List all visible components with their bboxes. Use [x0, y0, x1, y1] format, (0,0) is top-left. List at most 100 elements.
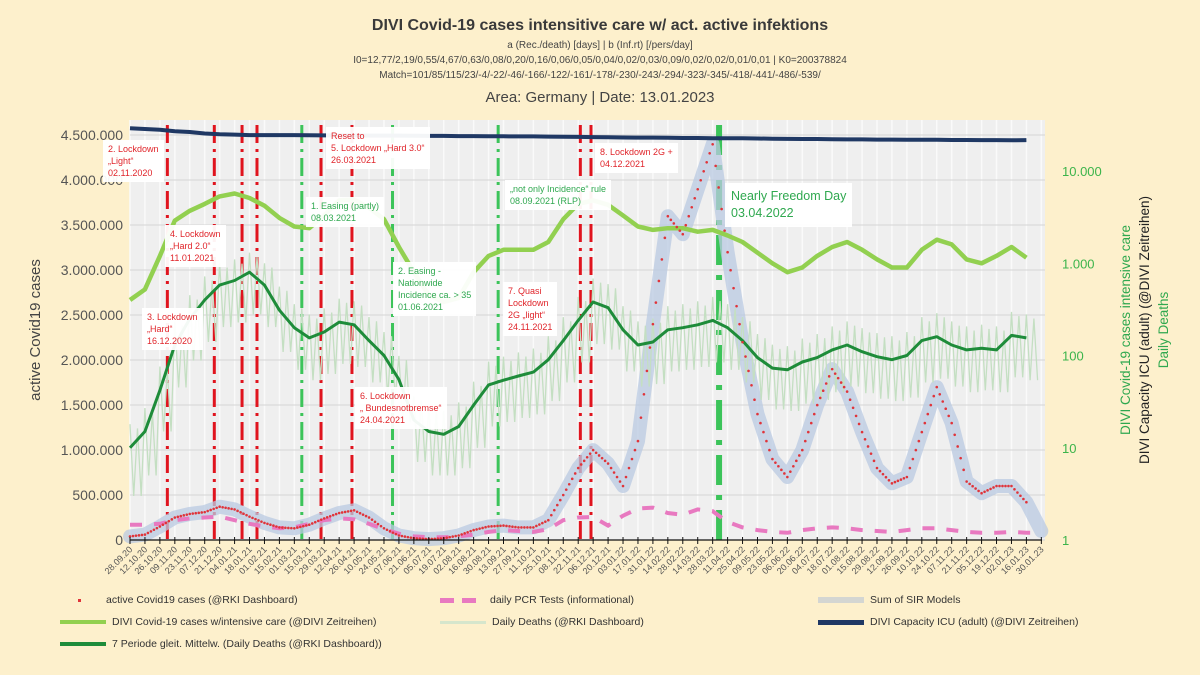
active-cases-dot [293, 527, 296, 530]
active-cases-dot [666, 214, 670, 218]
active-cases-dot [609, 466, 613, 470]
y-tick-label-left: 2.500.000 [61, 307, 123, 323]
active-cases-dot [923, 421, 927, 425]
active-cases-dot [263, 521, 266, 525]
active-cases-dot [158, 525, 162, 528]
active-cases-dot [962, 468, 965, 472]
legend-item-icu-cases: DIVI Covid-19 cases w/intensive care (@D… [60, 616, 377, 628]
event-annotation-line: 16.12.2020 [147, 336, 193, 346]
active-cases-dot [660, 258, 664, 261]
event-annotation: 6. Lockdown „ Bundesnotbremse“ 24.04.2021 [355, 387, 447, 429]
active-cases-dot [394, 532, 398, 536]
y-axis-right-title-2: DIVI Capacity ICU (adult) (@DIVI Zeitrei… [1137, 196, 1152, 464]
active-cases-dot [1016, 491, 1019, 494]
active-cases-dot [845, 390, 849, 393]
y-tick-label-left: 3.000.000 [61, 262, 123, 278]
event-annotation-line: 2G „light“ [508, 310, 546, 320]
active-cases-dot [998, 484, 1001, 488]
active-cases-dot [642, 393, 646, 396]
active-cases-dot [406, 535, 410, 539]
active-cases-dot [624, 475, 628, 479]
active-cases-dot [173, 516, 177, 519]
active-cases-dot [517, 526, 520, 529]
active-cases-dot [1004, 484, 1007, 488]
active-cases-dot [932, 394, 936, 398]
event-annotation: 4. Lockdown „Hard 2.0“ 11.01.2021 [165, 225, 226, 267]
active-cases-dot [908, 466, 912, 470]
active-cases-dot [541, 521, 544, 525]
active-cases-dot [615, 475, 619, 479]
active-cases-dot [254, 517, 257, 521]
active-cases-dot [1001, 484, 1004, 488]
active-cases-dot [433, 537, 437, 541]
active-cases-dot [798, 454, 801, 457]
active-cases-dot [842, 385, 846, 389]
active-cases-dot [391, 531, 395, 534]
active-cases-dot [789, 470, 792, 473]
active-cases-dot [508, 525, 511, 528]
active-cases-dot [481, 526, 484, 530]
active-cases-dot [645, 369, 649, 373]
event-annotation-line: „Light“ [108, 156, 134, 166]
active-cases-dot [786, 475, 789, 479]
active-cases-dot [334, 512, 338, 516]
legend-marker-line [818, 619, 864, 625]
active-cases-dot [872, 459, 876, 463]
active-cases-dot [869, 452, 873, 455]
active-cases-dot [929, 403, 933, 407]
legend-label: DIVI Covid-19 cases w/intensive care (@D… [112, 616, 377, 628]
active-cases-dot [415, 537, 419, 540]
y-axis-right-title-1: DIVI Covid-19 cases intensive care [1118, 225, 1133, 435]
active-cases-dot [860, 430, 864, 434]
active-cases-dot [854, 414, 858, 418]
active-cases-dot [771, 457, 774, 461]
active-cases-dot [639, 416, 643, 419]
active-cases-dot [275, 525, 278, 528]
active-cases-dot [278, 526, 281, 529]
active-cases-dot [400, 534, 404, 538]
active-cases-dot [367, 516, 371, 519]
active-cases-dot [128, 535, 132, 538]
active-cases-dot [654, 301, 658, 304]
active-cases-dot [469, 529, 472, 533]
active-cases-dot [890, 482, 894, 485]
legend-item-sir-sum: Sum of SIR Models [818, 594, 960, 606]
event-annotation-line: 01.06.2021 [398, 302, 444, 312]
active-cases-dot [1019, 494, 1022, 498]
event-annotation-line: 2. Easing - [398, 266, 442, 276]
active-cases-dot [768, 448, 771, 452]
y-tick-label-left: 500.000 [72, 487, 123, 503]
event-annotation-line: 26.03.2021 [331, 155, 377, 165]
active-cases-dot [355, 510, 359, 514]
event-annotation-line: 4. Lockdown [170, 229, 221, 239]
active-cases-dot [702, 169, 705, 173]
active-cases-dot [824, 382, 828, 385]
active-cases-dot [618, 480, 622, 483]
y-tick-label-right: 100 [1062, 349, 1084, 364]
active-cases-dot [597, 454, 601, 457]
event-annotation-line: Reset to [331, 131, 365, 141]
active-cases-dot [621, 484, 625, 488]
active-cases-dot [558, 498, 562, 502]
event-annotation-line: 3. Lockdown [147, 312, 198, 322]
active-cases-dot [304, 524, 308, 527]
active-cases-dot [648, 346, 652, 349]
active-cases-dot [448, 535, 452, 539]
active-cases-dot [463, 532, 466, 535]
active-cases-dot [795, 459, 798, 463]
event-annotation-line: „ Bundesnotbremse“ [360, 403, 442, 413]
active-cases-dot [526, 526, 529, 529]
active-cases-dot [230, 507, 233, 511]
active-cases-dot [630, 457, 634, 461]
active-cases-dot [812, 412, 816, 416]
y-tick-label-left: 3.500.000 [61, 217, 123, 233]
active-cases-dot [723, 229, 726, 232]
active-cases-dot [833, 372, 837, 375]
active-cases-dot [155, 526, 159, 530]
active-cases-dot [669, 218, 673, 222]
active-cases-dot [478, 527, 481, 530]
active-cases-dot [538, 523, 541, 526]
active-cases-dot [511, 525, 514, 528]
active-cases-dot [579, 463, 583, 466]
active-cases-dot [836, 376, 840, 380]
